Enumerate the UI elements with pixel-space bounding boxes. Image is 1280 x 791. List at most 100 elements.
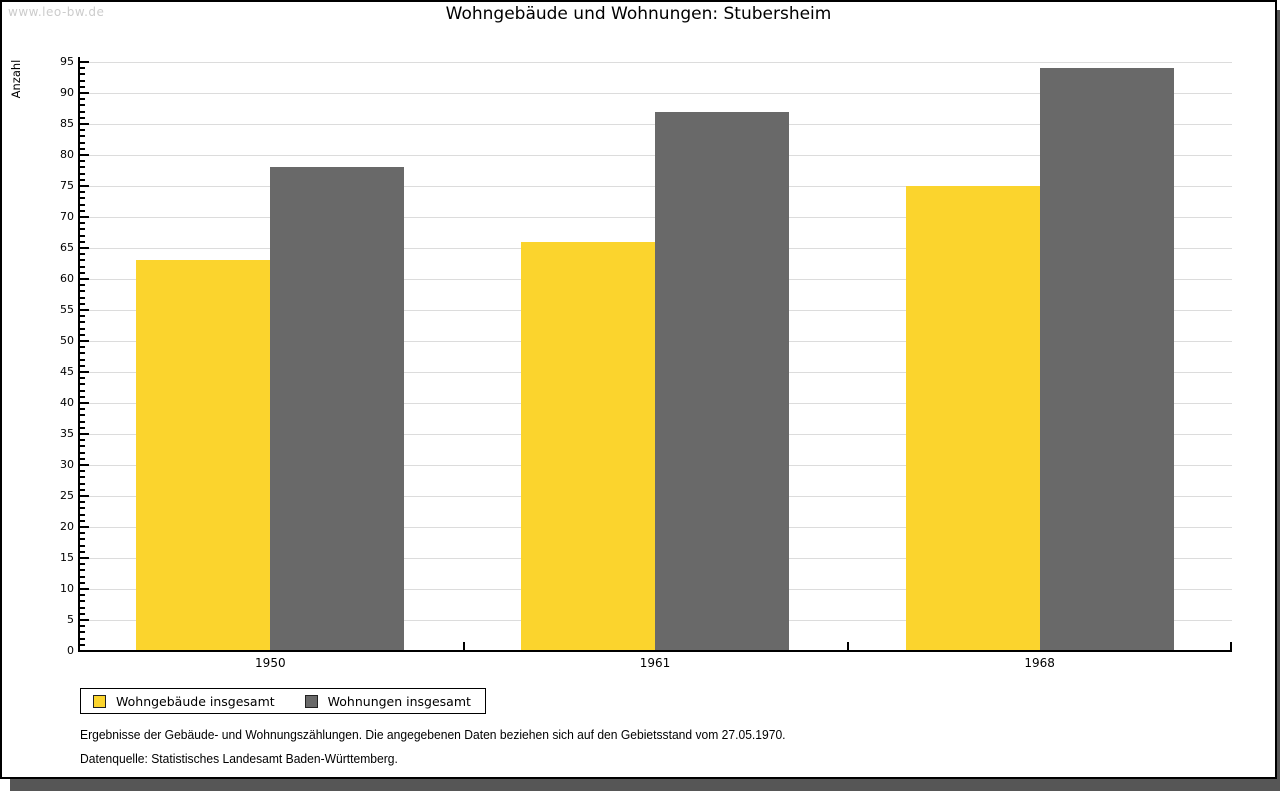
y-tick-label: 25: [60, 489, 74, 502]
y-minor-tick: [80, 333, 85, 336]
bar-wohngebaeude-1950: [136, 260, 271, 650]
x-end-tick: [1230, 642, 1232, 651]
watermark: www.leo-bw.de: [8, 5, 105, 19]
y-minor-tick: [80, 581, 85, 584]
y-major-tick: [80, 464, 89, 466]
y-minor-tick: [80, 594, 85, 597]
x-boundary-tick: [847, 642, 850, 651]
y-major-tick: [80, 61, 89, 63]
y-major-tick: [80, 92, 89, 94]
y-tick-label: 60: [60, 272, 74, 285]
y-minor-tick: [80, 439, 85, 442]
x-tick-label: 1961: [639, 656, 671, 670]
y-major-tick: [80, 526, 89, 528]
y-minor-tick: [80, 606, 85, 609]
y-minor-tick: [80, 129, 85, 132]
y-minor-tick: [80, 203, 85, 206]
y-major-tick: [80, 247, 89, 249]
y-minor-tick: [80, 67, 85, 70]
y-minor-tick: [80, 271, 85, 274]
y-minor-tick: [80, 358, 85, 361]
y-major-tick: [80, 185, 89, 187]
legend-swatch: [93, 694, 106, 708]
y-tick-label: 75: [60, 179, 74, 192]
y-minor-tick: [80, 470, 85, 473]
y-tick-label: 90: [60, 86, 74, 99]
y-minor-tick: [80, 625, 85, 628]
y-minor-tick: [80, 259, 85, 262]
y-minor-tick: [80, 147, 85, 150]
y-minor-tick: [80, 364, 85, 367]
x-axis-line: [78, 650, 1232, 652]
bar-wohngebaeude-1961: [521, 241, 655, 650]
y-minor-tick: [80, 383, 85, 386]
legend-item-wohngebaeude: Wohngebäude insgesamt: [93, 694, 275, 709]
y-minor-tick: [80, 637, 85, 640]
y-minor-tick: [80, 420, 85, 423]
y-minor-tick: [80, 296, 85, 299]
y-minor-tick: [80, 327, 85, 330]
x-tick-label: 1950: [255, 656, 286, 670]
y-tick-label: 30: [60, 458, 74, 471]
y-minor-tick: [80, 302, 85, 305]
y-minor-tick: [80, 488, 85, 491]
y-minor-tick: [80, 445, 85, 448]
y-minor-tick: [80, 414, 85, 417]
y-minor-tick: [80, 172, 85, 175]
y-minor-tick: [80, 457, 85, 460]
y-minor-tick: [80, 178, 85, 181]
y-minor-tick: [80, 544, 85, 547]
y-tick-label: 95: [60, 55, 74, 68]
y-minor-tick: [80, 209, 85, 212]
y-minor-tick: [80, 507, 85, 510]
page-shadow-bottom: [10, 779, 1280, 791]
y-minor-tick: [80, 513, 85, 516]
y-tick-label: 35: [60, 427, 74, 440]
y-minor-tick: [80, 519, 85, 522]
y-minor-tick: [80, 315, 85, 318]
y-minor-tick: [80, 222, 85, 225]
y-tick-label: 40: [60, 396, 74, 409]
y-minor-tick: [80, 85, 85, 88]
y-major-tick: [80, 402, 89, 404]
y-major-tick: [80, 123, 89, 125]
y-minor-tick: [80, 191, 85, 194]
y-major-tick: [80, 309, 89, 311]
bar-wohnungen-1968: [1039, 68, 1174, 650]
y-axis-label: Anzahl: [9, 59, 23, 99]
bar-wohngebaeude-1968: [905, 186, 1040, 650]
footnote-line-1: Ergebnisse der Gebäude- und Wohnungszähl…: [80, 727, 786, 742]
y-minor-tick: [80, 290, 85, 293]
y-minor-tick: [80, 284, 85, 287]
y-major-tick: [80, 278, 89, 280]
y-tick-label: 70: [60, 210, 74, 223]
y-tick-label: 0: [67, 644, 74, 657]
y-minor-tick: [80, 228, 85, 231]
x-boundary-tick: [462, 642, 465, 651]
chart-title: Wohngebäude und Wohnungen: Stubersheim: [445, 4, 832, 24]
y-minor-tick: [80, 395, 85, 398]
y-minor-tick: [80, 110, 85, 113]
y-major-tick: [80, 216, 89, 218]
y-minor-tick: [80, 321, 85, 324]
y-tick-label: 85: [60, 117, 74, 130]
footnote-line-2: Datenquelle: Statistisches Landesamt Bad…: [80, 751, 398, 766]
y-minor-tick: [80, 408, 85, 411]
y-minor-tick: [80, 73, 85, 76]
y-minor-tick: [80, 197, 85, 200]
y-major-tick: [80, 154, 89, 156]
legend-swatch: [304, 694, 318, 708]
y-major-tick: [80, 495, 89, 497]
y-minor-tick: [80, 643, 85, 646]
y-tick-label: 50: [60, 334, 74, 347]
y-minor-tick: [80, 265, 85, 268]
y-minor-tick: [80, 160, 85, 163]
y-minor-tick: [80, 104, 85, 107]
legend-label: Wohnungen insgesamt: [327, 693, 471, 709]
y-minor-tick: [80, 563, 85, 566]
bar-wohnungen-1950: [270, 167, 405, 650]
y-major-tick: [80, 340, 89, 342]
y-minor-tick: [80, 451, 85, 454]
y-tick-label: 5: [67, 613, 74, 626]
